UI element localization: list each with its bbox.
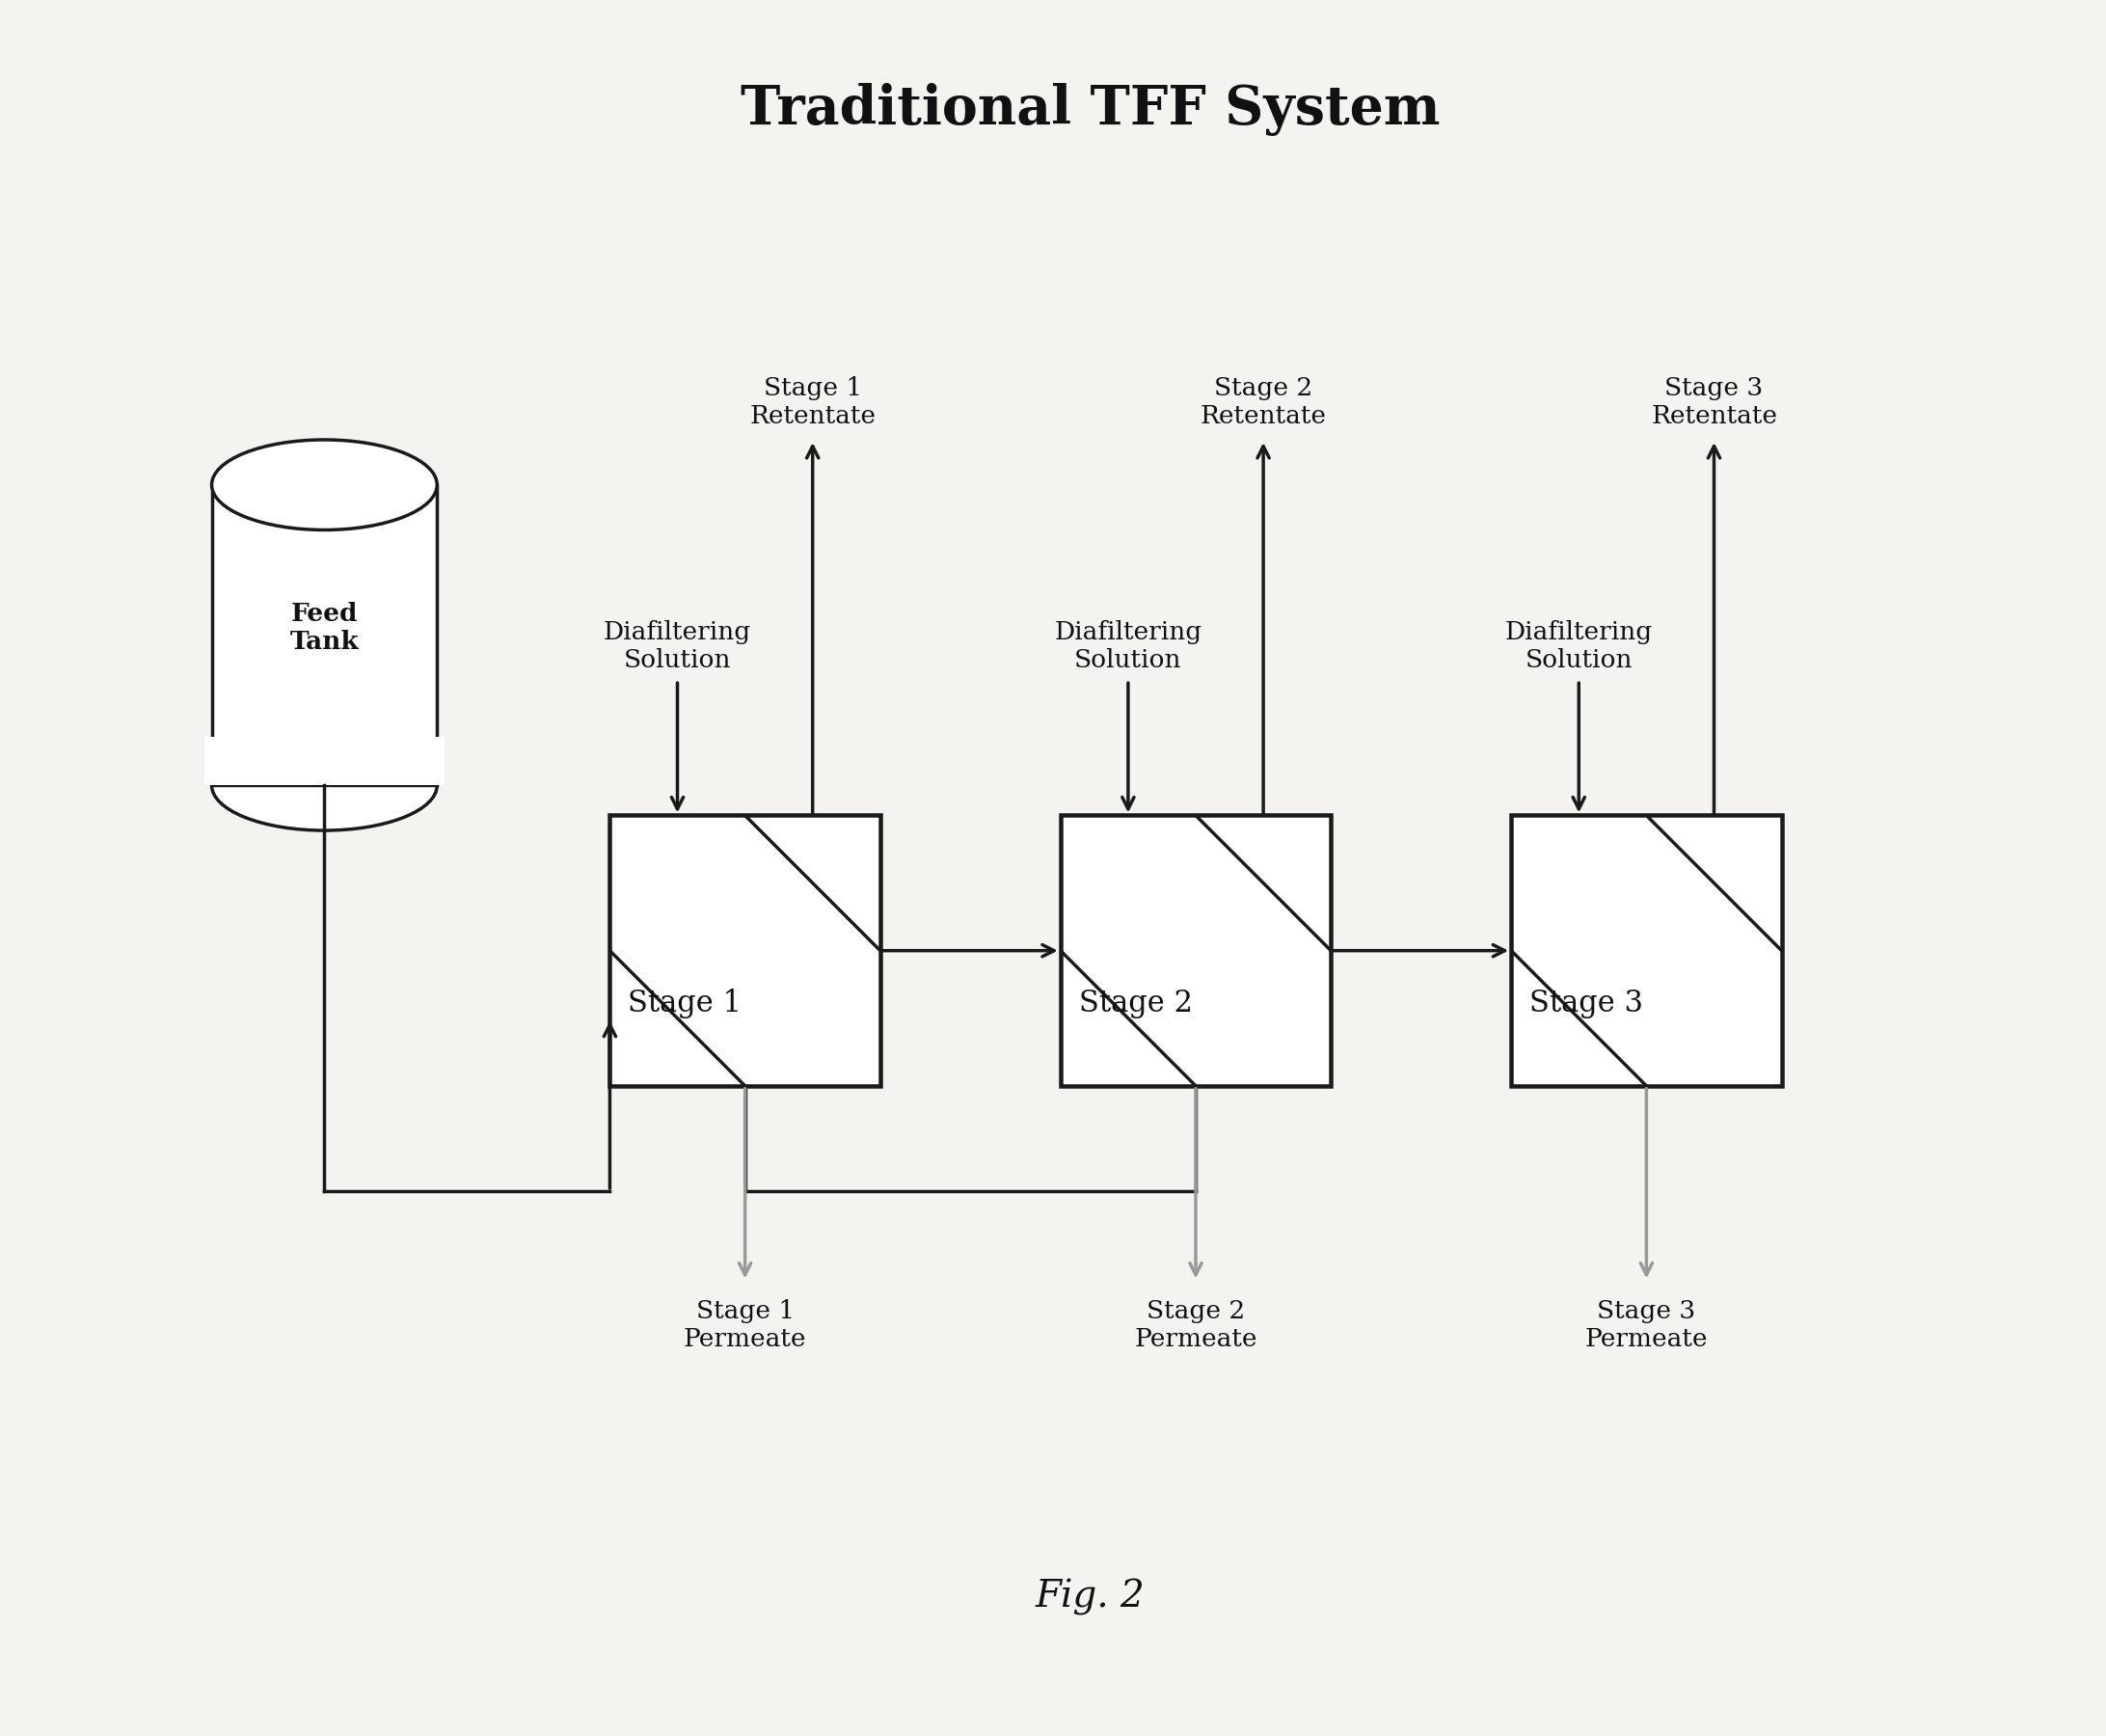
Text: Stage 2: Stage 2 xyxy=(1078,988,1192,1019)
Text: Feed
Tank: Feed Tank xyxy=(291,602,358,654)
Text: Stage 1
Permeate: Stage 1 Permeate xyxy=(684,1299,807,1351)
Bar xyxy=(1061,816,1331,1087)
Text: Diafiltering
Solution: Diafiltering Solution xyxy=(604,620,752,672)
Text: Diafiltering
Solution: Diafiltering Solution xyxy=(1055,620,1203,672)
Text: Traditional TFF System: Traditional TFF System xyxy=(741,83,1441,135)
Ellipse shape xyxy=(213,439,438,529)
Text: Fig. 2: Fig. 2 xyxy=(1036,1578,1146,1614)
Text: Stage 3
Retentate: Stage 3 Retentate xyxy=(1651,375,1777,427)
Ellipse shape xyxy=(213,740,438,830)
Text: Stage 2
Permeate: Stage 2 Permeate xyxy=(1135,1299,1257,1351)
Text: Stage 1
Retentate: Stage 1 Retentate xyxy=(750,375,876,427)
Text: Stage 3
Permeate: Stage 3 Permeate xyxy=(1586,1299,1708,1351)
Text: Diafiltering
Solution: Diafiltering Solution xyxy=(1506,620,1653,672)
Bar xyxy=(213,484,438,785)
Text: Stage 1: Stage 1 xyxy=(628,988,741,1019)
Bar xyxy=(1512,816,1782,1087)
Text: Stage 2
Retentate: Stage 2 Retentate xyxy=(1200,375,1327,427)
Text: Stage 3: Stage 3 xyxy=(1529,988,1643,1019)
Bar xyxy=(204,738,444,785)
Bar xyxy=(611,816,880,1087)
